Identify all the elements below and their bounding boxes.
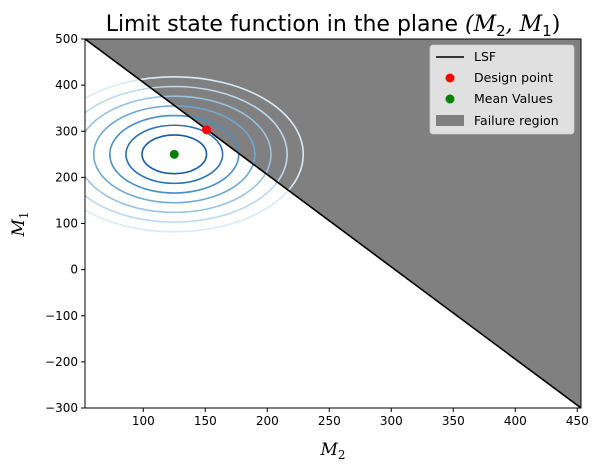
x-tick-label: 200 xyxy=(256,414,279,428)
legend: LSF Design point Mean Values Failure reg… xyxy=(429,44,575,135)
y-axis-label-sub: 1 xyxy=(17,211,31,219)
x-tick-label: 400 xyxy=(504,414,527,428)
chart-title: Limit state function in the plane (M2, M… xyxy=(106,12,561,40)
chart-title-math-close: ) xyxy=(552,12,561,37)
y-tick-label: 100 xyxy=(55,217,78,231)
y-tick-label: 400 xyxy=(55,78,78,92)
chart-title-math-sub1: 2 xyxy=(496,22,506,40)
x-tick-label: 350 xyxy=(442,414,465,428)
y-tick-label: −200 xyxy=(45,355,78,369)
contour-line xyxy=(85,76,305,233)
y-tick-label: −300 xyxy=(45,401,78,415)
contour-line xyxy=(85,85,288,223)
x-axis-label-sub: 2 xyxy=(338,448,346,462)
x-tick-label: 150 xyxy=(194,414,217,428)
y-tick-label: 0 xyxy=(70,263,78,277)
y-tick-label: 300 xyxy=(55,124,78,138)
lsf-line xyxy=(85,39,581,408)
legend-lsf-label: LSF xyxy=(474,49,496,64)
chart-title-math-open: (M xyxy=(465,12,497,37)
design-point xyxy=(202,125,212,135)
y-axis-ticks: −300 −200 −100 0 100 200 300 400 500 xyxy=(45,32,85,415)
legend-design-point-label: Design point xyxy=(474,70,553,85)
y-tick-label: 500 xyxy=(55,32,78,46)
legend-box xyxy=(429,44,575,135)
x-axis-label-main: M xyxy=(319,440,338,460)
contour-line xyxy=(141,134,208,175)
x-axis-ticks: 100 150 200 250 300 350 400 450 xyxy=(132,408,589,428)
legend-mean-values-label: Mean Values xyxy=(474,91,553,106)
contour-line xyxy=(125,124,224,185)
x-tick-label: 300 xyxy=(380,414,403,428)
chart-title-math-sub2: 1 xyxy=(542,22,552,40)
x-tick-label: 450 xyxy=(566,414,589,428)
legend-failure-region-label: Failure region xyxy=(474,113,559,128)
contour-line xyxy=(85,95,272,214)
y-axis-label: M1 xyxy=(9,211,31,237)
chart-title-math-mid: , M xyxy=(506,12,543,37)
legend-failure-region-swatch xyxy=(436,115,464,126)
x-tick-label: 250 xyxy=(318,414,341,428)
y-tick-label: 200 xyxy=(55,170,78,184)
chart-title-text: Limit state function in the plane xyxy=(106,12,465,37)
legend-mean-values-swatch xyxy=(445,94,455,104)
mean-values-point xyxy=(169,149,179,159)
y-axis-label-main: M xyxy=(9,219,29,238)
x-axis-label: M2 xyxy=(319,440,345,462)
y-tick-label: −100 xyxy=(45,309,78,323)
legend-design-point-swatch xyxy=(445,73,455,83)
x-tick-label: 100 xyxy=(132,414,155,428)
